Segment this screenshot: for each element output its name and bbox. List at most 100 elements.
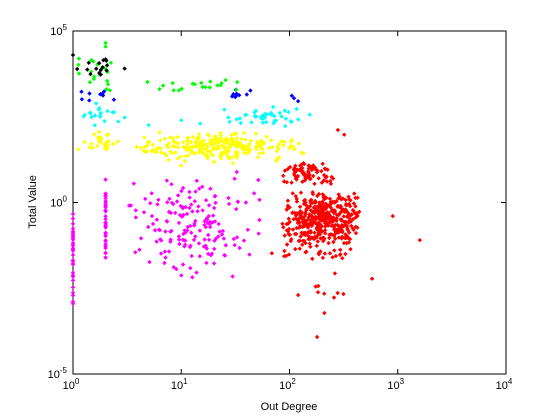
- data-point: [70, 299, 76, 305]
- data-point: [157, 86, 162, 92]
- data-point: [197, 148, 202, 153]
- data-point: [97, 61, 102, 66]
- data-point: [70, 229, 76, 234]
- data-point: [285, 198, 291, 203]
- data-point: [200, 84, 205, 90]
- data-point: [301, 217, 307, 223]
- y-tick-label: 10-5: [48, 366, 68, 381]
- data-point: [88, 71, 93, 77]
- data-point: [167, 209, 172, 214]
- data-point: [328, 205, 333, 210]
- data-point: [226, 195, 231, 201]
- data-point: [226, 201, 232, 207]
- data-point: [104, 147, 109, 152]
- data-point: [234, 206, 239, 212]
- data-point: [333, 222, 338, 228]
- data-point: [170, 151, 175, 156]
- data-point: [329, 219, 334, 224]
- data-point: [274, 158, 279, 164]
- data-point: [188, 223, 193, 229]
- data-point: [122, 66, 127, 71]
- data-point: [286, 252, 292, 257]
- data-point: [281, 173, 286, 178]
- data-point: [141, 210, 147, 215]
- data-point: [86, 60, 91, 65]
- data-point: [239, 136, 244, 142]
- data-point: [156, 197, 161, 202]
- data-point: [171, 139, 176, 144]
- data-point: [325, 210, 330, 216]
- data-point: [246, 149, 251, 155]
- data-point: [176, 88, 181, 93]
- data-point: [390, 213, 395, 219]
- data-point: [227, 119, 232, 124]
- data-point: [103, 44, 108, 49]
- data-point: [249, 120, 254, 125]
- data-point: [197, 186, 202, 191]
- data-point: [247, 141, 252, 147]
- data-point: [205, 154, 211, 159]
- data-point: [241, 130, 247, 136]
- data-point: [284, 180, 289, 185]
- data-point: [70, 243, 76, 248]
- data-point: [193, 234, 198, 239]
- data-point: [307, 236, 313, 242]
- data-point: [342, 208, 347, 214]
- data-point: [180, 185, 186, 191]
- data-point: [347, 236, 353, 242]
- data-point: [293, 246, 298, 252]
- data-point: [309, 235, 315, 240]
- data-point: [335, 222, 340, 228]
- data-point: [182, 228, 187, 233]
- data-point: [329, 208, 334, 213]
- data-point: [176, 220, 182, 226]
- data-point: [243, 137, 248, 142]
- data-point: [300, 242, 305, 247]
- data-point: [317, 227, 323, 232]
- data-point: [304, 203, 309, 208]
- data-point: [321, 178, 326, 183]
- data-point: [344, 223, 350, 229]
- data-point: [349, 223, 354, 229]
- data-point: [164, 178, 170, 183]
- data-point: [103, 196, 108, 201]
- data-point: [70, 235, 76, 241]
- data-point: [70, 252, 76, 258]
- data-point: [300, 179, 305, 184]
- data-point: [103, 198, 108, 204]
- data-point: [301, 151, 306, 156]
- data-point: [320, 206, 325, 211]
- data-point: [304, 175, 309, 181]
- data-point: [310, 256, 315, 262]
- data-point: [92, 123, 97, 128]
- data-point: [202, 222, 207, 228]
- data-point: [308, 200, 313, 206]
- data-point: [210, 220, 215, 225]
- data-point: [76, 56, 82, 61]
- data-point: [320, 255, 326, 261]
- data-point: [235, 199, 241, 205]
- data-point: [187, 195, 192, 200]
- data-point: [79, 97, 85, 102]
- data-point: [107, 88, 113, 93]
- data-point: [286, 226, 292, 232]
- data-point: [206, 203, 212, 208]
- data-point: [158, 138, 163, 143]
- data-point: [199, 141, 204, 146]
- data-point: [194, 178, 199, 183]
- data-point: [210, 153, 216, 158]
- data-point: [142, 144, 147, 150]
- data-point: [282, 254, 287, 259]
- data-point: [272, 113, 277, 119]
- data-point: [322, 291, 327, 296]
- data-point: [143, 196, 148, 202]
- data-point: [330, 255, 335, 260]
- data-point: [233, 153, 238, 158]
- data-point: [316, 176, 321, 181]
- data-point: [319, 180, 325, 185]
- data-point: [192, 221, 197, 226]
- data-point: [147, 259, 152, 265]
- data-point: [103, 142, 109, 147]
- data-point: [187, 244, 193, 250]
- data-point: [204, 152, 209, 157]
